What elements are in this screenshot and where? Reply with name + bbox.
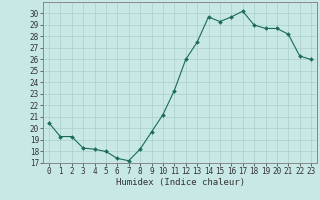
X-axis label: Humidex (Indice chaleur): Humidex (Indice chaleur) [116,178,244,187]
